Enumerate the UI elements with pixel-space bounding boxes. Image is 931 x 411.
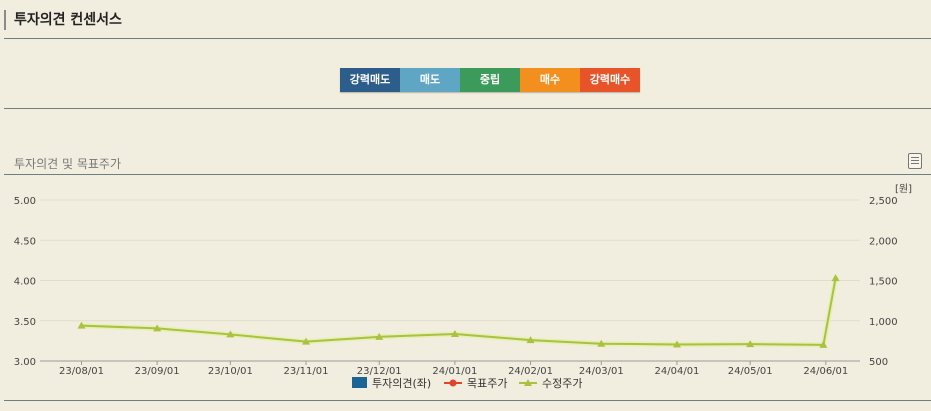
x-tick-label: 24/05/01	[728, 366, 773, 377]
y-right-tick-label: 500	[869, 357, 888, 368]
data-point-adjusted-price	[526, 336, 535, 344]
x-tick-label: 24/01/01	[432, 366, 477, 377]
x-tick-label: 23/10/01	[208, 366, 253, 377]
y-left-tick-label: 4.50	[14, 236, 36, 247]
y-right-unit: [원]	[895, 183, 912, 195]
data-point-adjusted-price	[819, 340, 828, 348]
x-tick-label: 24/03/01	[579, 366, 624, 377]
data-point-adjusted-price	[153, 324, 162, 332]
legend-label-opinion: 투자의견(좌)	[372, 377, 431, 390]
consensus-section-header: 투자의견 컨센서스	[4, 6, 931, 39]
legend-label-adjusted: 수정주가	[542, 377, 582, 390]
legend-label-target: 목표주가	[467, 377, 507, 390]
x-tick-label: 23/12/01	[357, 366, 402, 377]
data-point-adjusted-price	[672, 340, 681, 348]
consensus-sell: 매도	[400, 68, 460, 92]
y-left-tick-label: 3.50	[14, 317, 36, 328]
y-right-tick-label: 1,000	[869, 317, 898, 328]
opinion-target-price-chart: 5.00 4.50 4.00 3.50 3.00 2,500 2,000 1,500 1,000…	[14, 183, 912, 390]
x-tick-label: 23/11/01	[284, 366, 329, 377]
data-point-adjusted-price	[375, 332, 384, 340]
section-title: 투자의견 컨센서스	[14, 12, 122, 28]
series-line-adjusted-price	[81, 277, 837, 346]
x-tick-label: 24/02/01	[508, 366, 553, 377]
y-right-tick-label: 2,000	[869, 236, 898, 247]
consensus-strong-buy: 강력매수	[580, 68, 640, 92]
consensus-strong-sell: 강력매도	[340, 68, 400, 92]
y-right-tick-label: 2,500	[869, 196, 898, 207]
data-point-adjusted-price	[746, 340, 755, 348]
section-divider	[4, 108, 931, 109]
y-left-tick-label: 3.00	[14, 357, 36, 368]
data-point-adjusted-price	[226, 330, 235, 338]
data-point-adjusted-price	[831, 274, 840, 282]
x-tick-label: 24/04/01	[655, 366, 700, 377]
chart-section-header: 투자의견 및 목표주가	[4, 152, 931, 175]
chart-section-title: 투자의견 및 목표주가	[14, 157, 121, 171]
x-tick-label: 23/08/01	[59, 366, 104, 377]
y-right-tick-label: 1,500	[869, 277, 898, 288]
consensus-scale: 강력매도 매도 중립 매수 강력매수	[340, 68, 640, 92]
consensus-buy: 매수	[520, 68, 580, 92]
y-left-tick-label: 5.00	[14, 196, 36, 207]
consensus-neutral: 중립	[460, 68, 520, 92]
y-left-tick-label: 4.00	[14, 277, 36, 288]
bottom-divider	[4, 400, 931, 401]
data-point-adjusted-price	[597, 339, 606, 347]
data-point-adjusted-price	[302, 337, 311, 345]
x-tick-label: 24/06/01	[803, 366, 848, 377]
header-accent-bar	[4, 10, 6, 30]
data-point-adjusted-price	[77, 321, 86, 329]
legend-swatch-opinion	[352, 377, 367, 388]
legend-marker-adjusted	[524, 379, 532, 386]
list-icon[interactable]	[908, 153, 922, 169]
data-point-adjusted-price	[450, 330, 459, 338]
legend-marker-target	[449, 379, 457, 387]
x-tick-label: 23/09/01	[135, 366, 180, 377]
